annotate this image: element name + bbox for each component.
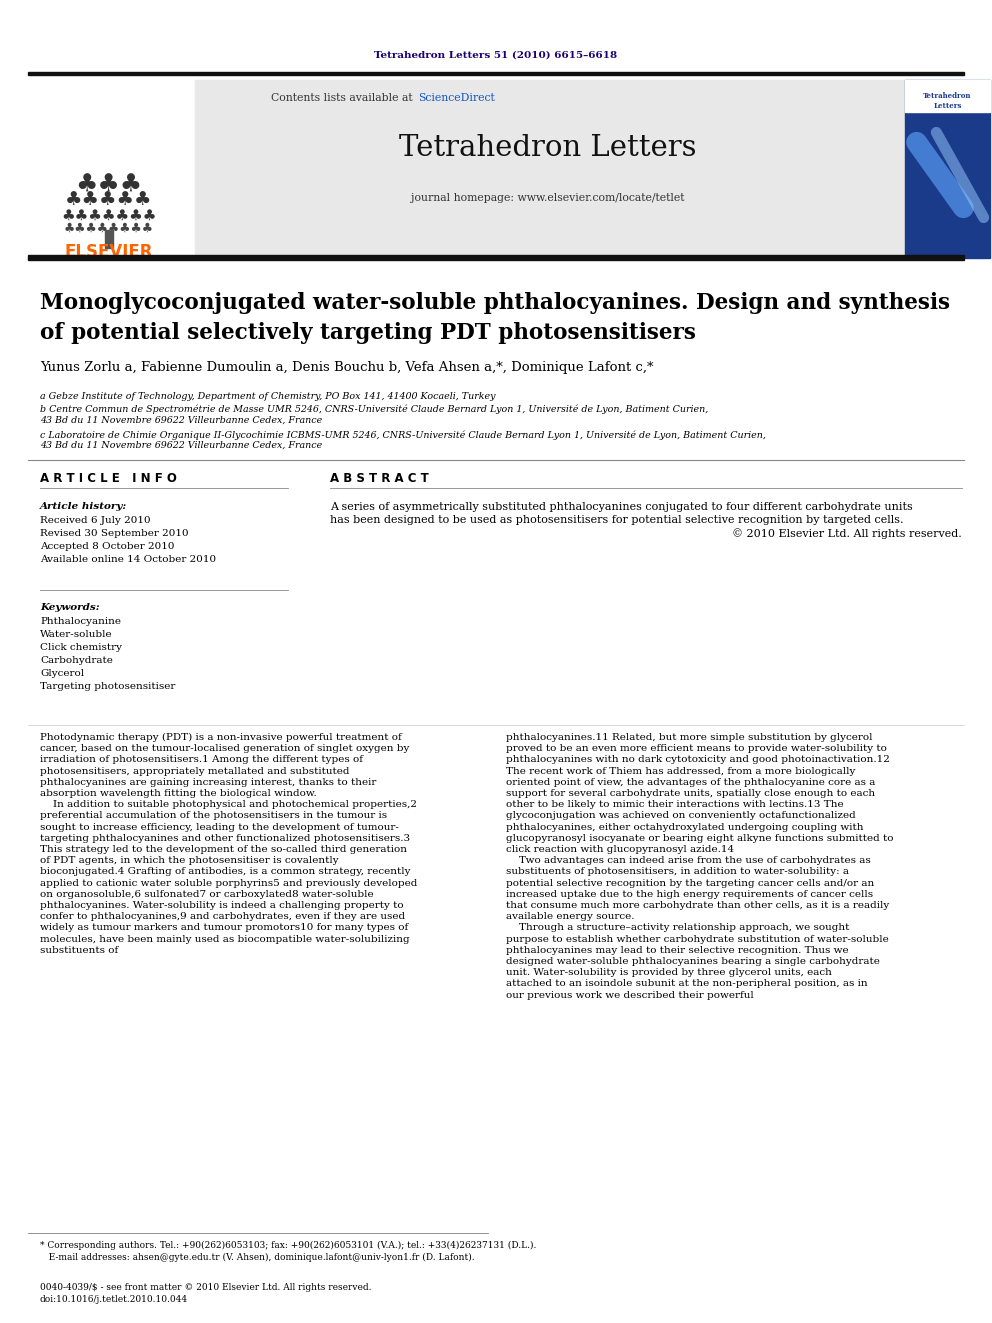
Text: proved to be an even more efficient means to provide water-solubility to: proved to be an even more efficient mean… <box>506 745 887 753</box>
Text: a Gebze Institute of Technology, Department of Chemistry, PO Box 141, 41400 Koca: a Gebze Institute of Technology, Departm… <box>40 392 495 401</box>
Text: preferential accumulation of the photosensitisers in the tumour is: preferential accumulation of the photose… <box>40 811 387 820</box>
FancyArrowPatch shape <box>917 143 963 208</box>
Text: A series of asymmetrically substituted phthalocyanines conjugated to four differ: A series of asymmetrically substituted p… <box>330 501 913 512</box>
Text: journal homepage: www.elsevier.com/locate/tetlet: journal homepage: www.elsevier.com/locat… <box>412 193 684 202</box>
Text: our previous work we described their powerful: our previous work we described their pow… <box>506 991 754 1000</box>
Text: 43 Bd du 11 Novembre 69622 Villeurbanne Cedex, France: 43 Bd du 11 Novembre 69622 Villeurbanne … <box>40 441 322 450</box>
Text: Two advantages can indeed arise from the use of carbohydrates as: Two advantages can indeed arise from the… <box>506 856 871 865</box>
Text: phthalocyanines.11 Related, but more simple substitution by glycerol: phthalocyanines.11 Related, but more sim… <box>506 733 873 742</box>
Bar <box>28 255 964 261</box>
Text: phthalocyanines may lead to their selective recognition. Thus we: phthalocyanines may lead to their select… <box>506 946 848 955</box>
Text: Phthalocyanine: Phthalocyanine <box>40 617 121 626</box>
Text: bioconjugated.4 Grafting of antibodies, is a common strategy, recently: bioconjugated.4 Grafting of antibodies, … <box>40 868 411 876</box>
Text: ♣♣♣: ♣♣♣ <box>75 173 143 197</box>
Text: A R T I C L E   I N F O: A R T I C L E I N F O <box>40 472 177 486</box>
Text: © 2010 Elsevier Ltd. All rights reserved.: © 2010 Elsevier Ltd. All rights reserved… <box>732 528 962 538</box>
Text: cancer, based on the tumour-localised generation of singlet oxygen by: cancer, based on the tumour-localised ge… <box>40 745 410 753</box>
Text: 0040-4039/$ - see front matter © 2010 Elsevier Ltd. All rights reserved.: 0040-4039/$ - see front matter © 2010 El… <box>40 1283 371 1293</box>
Text: Yunus Zorlu a, Fabienne Dumoulin a, Denis Bouchu b, Vefa Ahsen a,*, Dominique La: Yunus Zorlu a, Fabienne Dumoulin a, Deni… <box>40 361 654 374</box>
Text: purpose to establish whether carbohydrate substitution of water-soluble: purpose to establish whether carbohydrat… <box>506 934 889 943</box>
Text: * Corresponding authors. Tel.: +90(262)6053103; fax: +90(262)6053101 (V.A.); tel: * Corresponding authors. Tel.: +90(262)6… <box>40 1241 537 1250</box>
Text: doi:10.1016/j.tetlet.2010.10.044: doi:10.1016/j.tetlet.2010.10.044 <box>40 1295 188 1304</box>
Text: has been designed to be used as photosensitisers for potential selective recogni: has been designed to be used as photosen… <box>330 515 904 525</box>
Text: Received 6 July 2010: Received 6 July 2010 <box>40 516 151 525</box>
Text: substituents of: substituents of <box>40 946 118 955</box>
Text: phthalocyanines are gaining increasing interest, thanks to their: phthalocyanines are gaining increasing i… <box>40 778 376 787</box>
Text: applied to cationic water soluble porphyrins5 and previously developed: applied to cationic water soluble porphy… <box>40 878 418 888</box>
Text: sought to increase efficiency, leading to the development of tumour-: sought to increase efficiency, leading t… <box>40 823 399 832</box>
Text: Carbohydrate: Carbohydrate <box>40 656 113 665</box>
Text: irradiation of photosensitisers.1 Among the different types of: irradiation of photosensitisers.1 Among … <box>40 755 363 765</box>
Text: of potential selectively targeting PDT photosensitisers: of potential selectively targeting PDT p… <box>40 321 695 344</box>
Text: ♣♣♣♣♣♣♣♣: ♣♣♣♣♣♣♣♣ <box>64 221 154 234</box>
Text: E-mail addresses: ahsen@gyte.edu.tr (V. Ahsen), dominique.lafont@univ-lyon1.fr (: E-mail addresses: ahsen@gyte.edu.tr (V. … <box>40 1253 474 1262</box>
Text: ♣♣♣♣♣: ♣♣♣♣♣ <box>65 191 153 209</box>
Text: available energy source.: available energy source. <box>506 912 635 921</box>
Text: c Laboratoire de Chimie Organique II-Glycochimie ICBMS-UMR 5246, CNRS-Université: c Laboratoire de Chimie Organique II-Gly… <box>40 430 766 439</box>
Text: phthalocyanines. Water-solubility is indeed a challenging property to: phthalocyanines. Water-solubility is ind… <box>40 901 404 910</box>
Bar <box>905 79 990 112</box>
Text: Letters: Letters <box>933 102 961 110</box>
Bar <box>905 79 990 258</box>
Text: Through a structure–activity relationship approach, we sought: Through a structure–activity relationshi… <box>506 923 849 933</box>
Text: b Centre Commun de Spectrométrie de Masse UMR 5246, CNRS-Université Claude Berna: b Centre Commun de Spectrométrie de Mass… <box>40 405 708 414</box>
Bar <box>105 230 113 247</box>
Text: Article history:: Article history: <box>40 501 127 511</box>
Text: This strategy led to the development of the so-called third generation: This strategy led to the development of … <box>40 845 407 855</box>
Text: glucopyranosyl isocyanate or bearing eight alkyne functions submitted to: glucopyranosyl isocyanate or bearing eig… <box>506 833 894 843</box>
Text: potential selective recognition by the targeting cancer cells and/or an: potential selective recognition by the t… <box>506 878 874 888</box>
Text: Monoglycoconjugated water-soluble phthalocyanines. Design and synthesis: Monoglycoconjugated water-soluble phthal… <box>40 292 950 314</box>
Text: ScienceDirect: ScienceDirect <box>418 93 495 103</box>
Text: designed water-soluble phthalocyanines bearing a single carbohydrate: designed water-soluble phthalocyanines b… <box>506 957 880 966</box>
Text: click reaction with glucopyranosyl azide.14: click reaction with glucopyranosyl azide… <box>506 845 734 855</box>
Bar <box>195 79 905 258</box>
Text: on organosoluble,6 sulfonated7 or carboxylated8 water-soluble: on organosoluble,6 sulfonated7 or carbox… <box>40 890 374 898</box>
Text: phthalocyanines with no dark cytotoxicity and good photoinactivation.12: phthalocyanines with no dark cytotoxicit… <box>506 755 890 765</box>
Text: Photodynamic therapy (PDT) is a non-invasive powerful treatment of: Photodynamic therapy (PDT) is a non-inva… <box>40 733 402 742</box>
Bar <box>28 71 964 75</box>
Text: 43 Bd du 11 Novembre 69622 Villeurbanne Cedex, France: 43 Bd du 11 Novembre 69622 Villeurbanne … <box>40 415 322 425</box>
Text: unit. Water-solubility is provided by three glycerol units, each: unit. Water-solubility is provided by th… <box>506 968 832 978</box>
Text: attached to an isoindole subunit at the non-peripheral position, as in: attached to an isoindole subunit at the … <box>506 979 868 988</box>
Text: Tetrahedron Letters 51 (2010) 6615–6618: Tetrahedron Letters 51 (2010) 6615–6618 <box>374 50 618 60</box>
Text: Contents lists available at: Contents lists available at <box>271 93 416 103</box>
Text: support for several carbohydrate units, spatially close enough to each: support for several carbohydrate units, … <box>506 789 875 798</box>
Text: Keywords:: Keywords: <box>40 603 99 613</box>
Text: Available online 14 October 2010: Available online 14 October 2010 <box>40 556 216 564</box>
Text: increased uptake due to the high energy requirements of cancer cells: increased uptake due to the high energy … <box>506 890 873 898</box>
Text: ♣♣♣♣♣♣♣: ♣♣♣♣♣♣♣ <box>62 208 157 222</box>
Text: widely as tumour markers and tumour promotors10 for many types of: widely as tumour markers and tumour prom… <box>40 923 409 933</box>
Text: ELSEVIER: ELSEVIER <box>64 243 153 261</box>
Text: substituents of photosensitisers, in addition to water-solubility: a: substituents of photosensitisers, in add… <box>506 868 849 876</box>
Text: Water-soluble: Water-soluble <box>40 630 113 639</box>
Bar <box>28 79 191 258</box>
Text: Click chemistry: Click chemistry <box>40 643 122 652</box>
Text: Accepted 8 October 2010: Accepted 8 October 2010 <box>40 542 175 550</box>
Text: that consume much more carbohydrate than other cells, as it is a readily: that consume much more carbohydrate than… <box>506 901 889 910</box>
Text: Targeting photosensitiser: Targeting photosensitiser <box>40 681 176 691</box>
Text: Tetrahedron Letters: Tetrahedron Letters <box>399 134 696 161</box>
FancyArrowPatch shape <box>936 132 984 217</box>
Text: Glycerol: Glycerol <box>40 669 84 677</box>
Text: molecules, have been mainly used as biocompatible water-solubilizing: molecules, have been mainly used as bioc… <box>40 934 410 943</box>
Text: confer to phthalocyanines,9 and carbohydrates, even if they are used: confer to phthalocyanines,9 and carbohyd… <box>40 912 405 921</box>
Text: glycoconjugation was achieved on conveniently octafunctionalized: glycoconjugation was achieved on conveni… <box>506 811 856 820</box>
Text: of PDT agents, in which the photosensitiser is covalently: of PDT agents, in which the photosensiti… <box>40 856 338 865</box>
Text: Revised 30 September 2010: Revised 30 September 2010 <box>40 529 188 538</box>
Text: targeting phthalocyanines and other functionalized photosensitisers.3: targeting phthalocyanines and other func… <box>40 833 410 843</box>
Text: Tetrahedron: Tetrahedron <box>924 93 972 101</box>
Text: phthalocyanines, either octahydroxylated undergoing coupling with: phthalocyanines, either octahydroxylated… <box>506 823 863 832</box>
Text: In addition to suitable photophysical and photochemical properties,2: In addition to suitable photophysical an… <box>40 800 417 810</box>
Text: The recent work of Thiem has addressed, from a more biologically: The recent work of Thiem has addressed, … <box>506 766 855 775</box>
Text: A B S T R A C T: A B S T R A C T <box>330 472 429 486</box>
Text: absorption wavelength fitting the biological window.: absorption wavelength fitting the biolog… <box>40 789 316 798</box>
Text: other to be likely to mimic their interactions with lectins.13 The: other to be likely to mimic their intera… <box>506 800 843 810</box>
Text: oriented point of view, the advantages of the phthalocyanine core as a: oriented point of view, the advantages o… <box>506 778 875 787</box>
Text: photosensitisers, appropriately metallated and substituted: photosensitisers, appropriately metallat… <box>40 766 349 775</box>
